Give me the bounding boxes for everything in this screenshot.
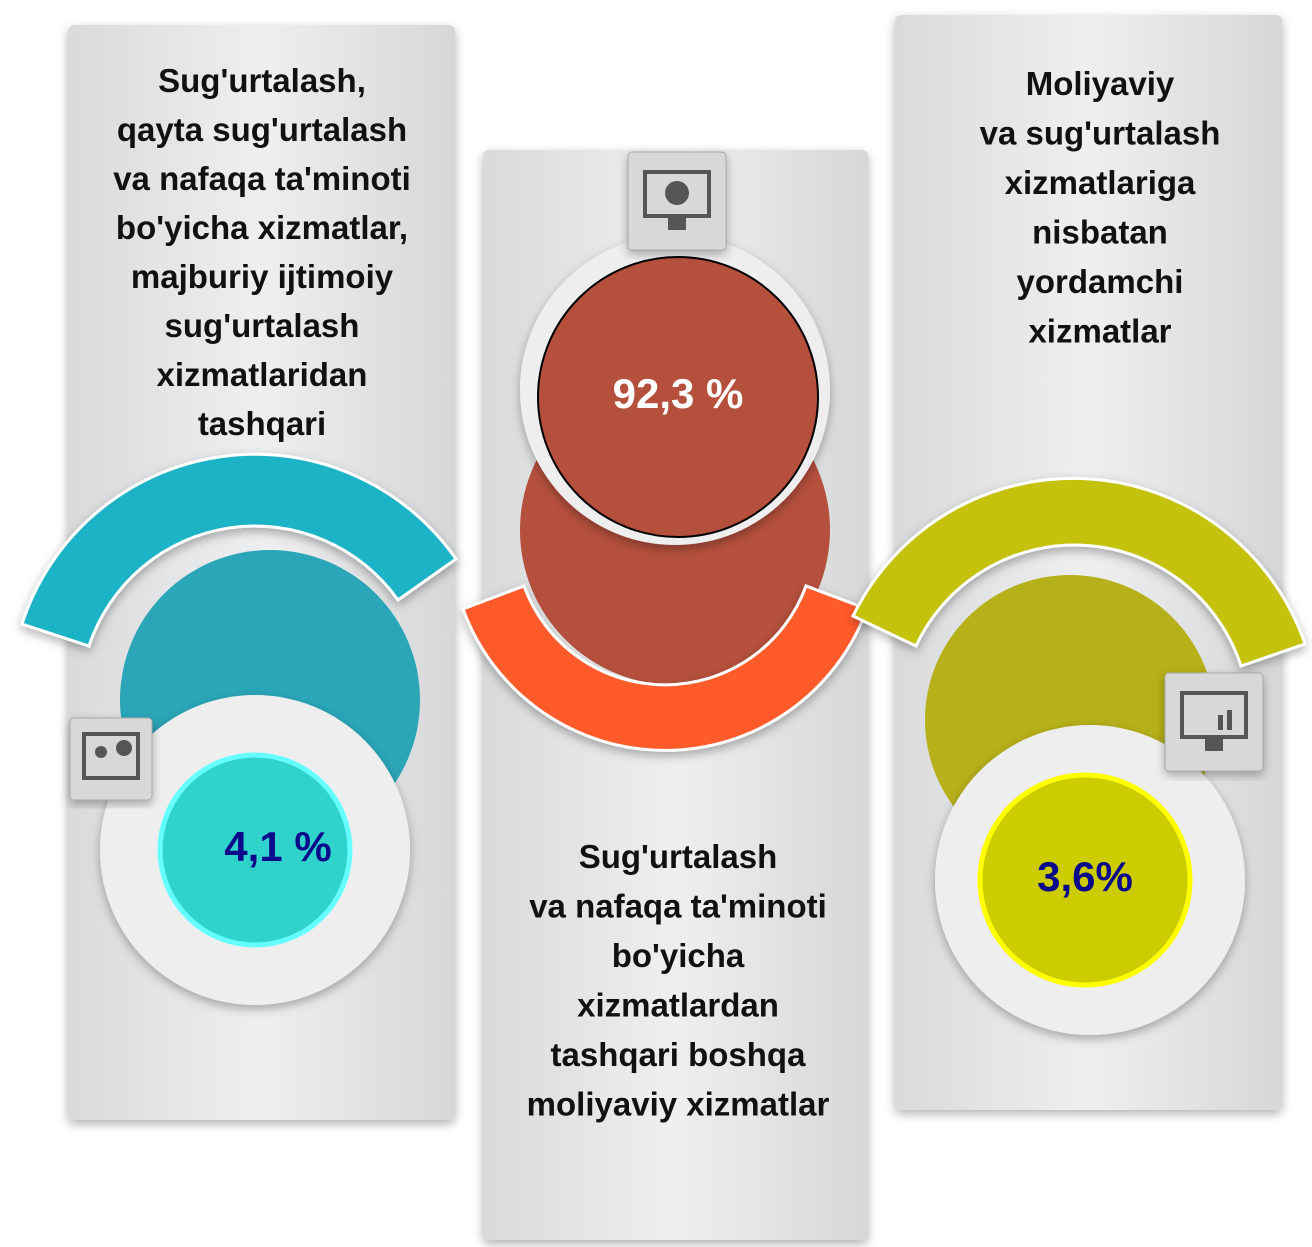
panel-label: bo'yicha xyxy=(612,937,745,974)
panel-label: yordamchi xyxy=(1017,263,1184,300)
panel-label: va nafaqa ta'minoti xyxy=(529,888,827,925)
panel-label: qayta sug'urtalash xyxy=(117,111,407,148)
panel-label: va sug'urtalash xyxy=(980,115,1221,152)
panel-label: xizmatlariga xyxy=(1005,164,1196,201)
icon xyxy=(628,152,726,250)
panel-label: va nafaqa ta'minoti xyxy=(113,160,411,197)
panel-label: moliyaviy xizmatlar xyxy=(527,1086,830,1123)
panel-label: Moliyaviy xyxy=(1026,65,1175,102)
panel-label: xizmatlar xyxy=(1028,313,1171,350)
icon xyxy=(70,718,152,800)
panel-label: tashqari boshqa xyxy=(551,1036,807,1073)
panel-value: 3,6% xyxy=(1037,853,1133,900)
panel-label: xizmatlardan xyxy=(577,987,779,1024)
panel-label: majburiy ijtimoiy xyxy=(131,258,394,295)
panel-label: sug'urtalash xyxy=(165,307,360,344)
panel-label: bo'yicha xizmatlar, xyxy=(116,209,408,246)
infographic: Sug'urtalash, qayta sug'urtalash va nafaqa… xyxy=(0,0,1312,1247)
panel-label: Sug'urtalash, xyxy=(158,62,366,99)
panel-label: nisbatan xyxy=(1032,214,1168,251)
icon xyxy=(1165,673,1263,771)
panel-label: tashqari xyxy=(198,405,326,442)
panel-label: Sug'urtalash xyxy=(579,838,778,875)
panel-value: 92,3 % xyxy=(613,370,744,417)
panel-value: 4,1 % xyxy=(224,823,331,870)
panel-label: xizmatlaridan xyxy=(157,356,368,393)
